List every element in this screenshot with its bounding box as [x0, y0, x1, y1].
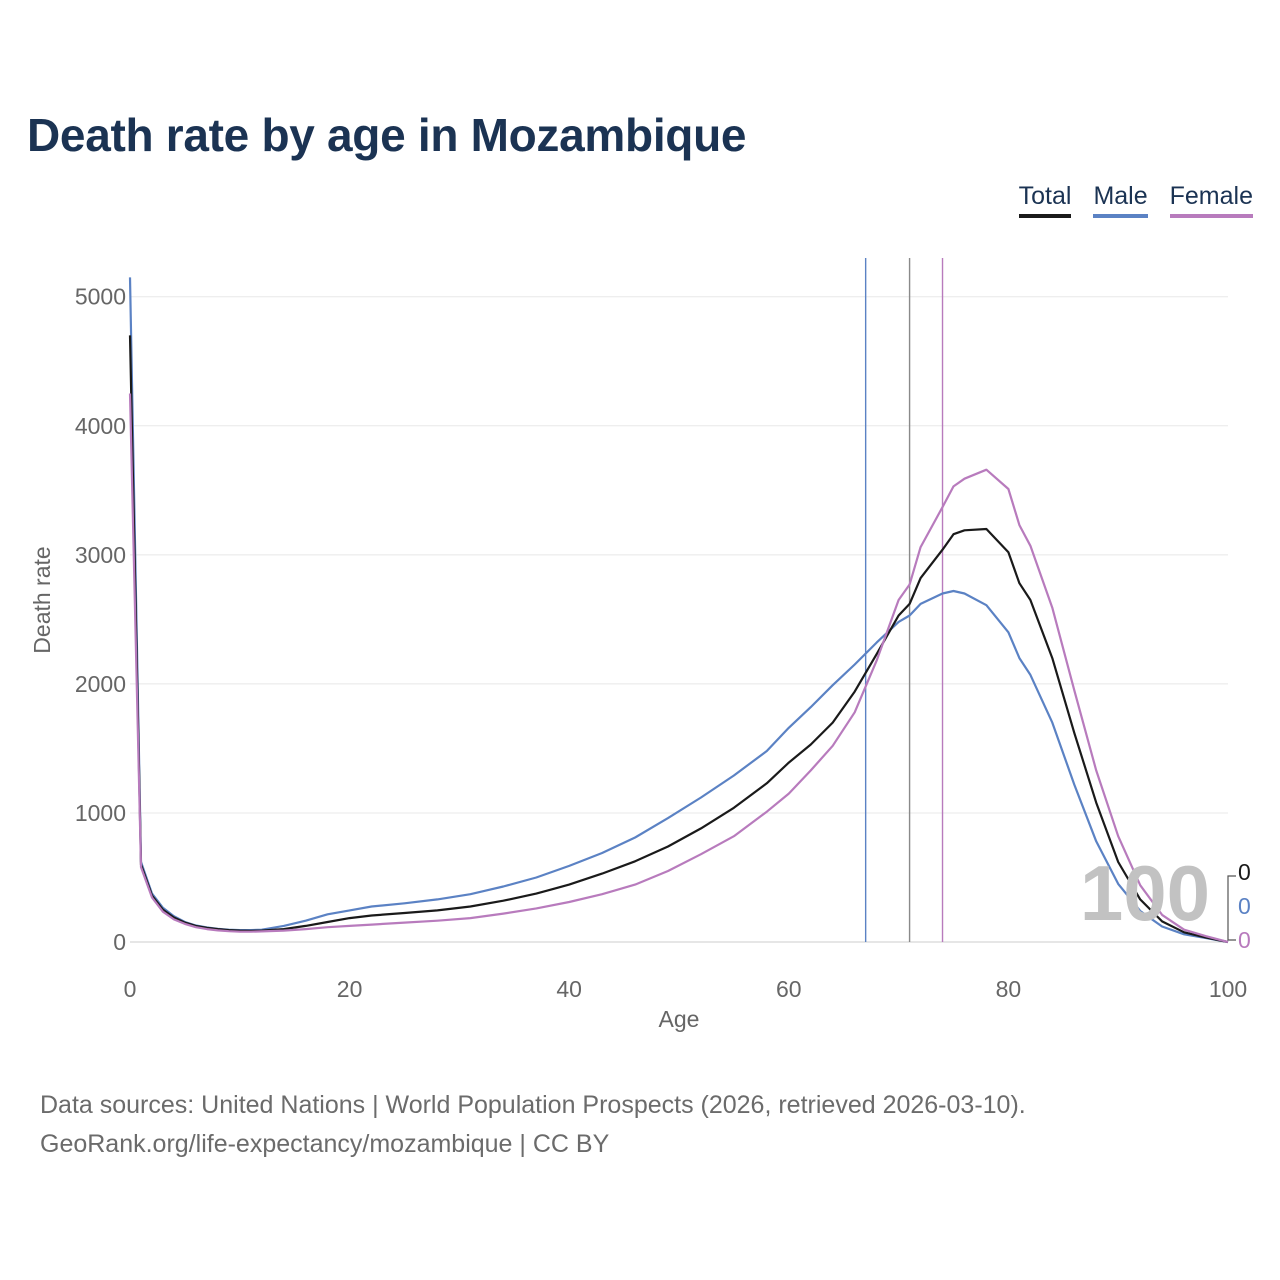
line-chart: 0 1000 2000 3000 4000 5000 0 20 40 60 80 100 100 Ag…: [29, 258, 1251, 1032]
data-sources: Data sources: United Nations | World Pop…: [40, 1091, 1026, 1119]
attribution-link[interactable]: GeoRank.org/life-expectancy/mozambique |…: [40, 1130, 610, 1158]
end-label-bracket: [1227, 875, 1236, 941]
legend-item-total[interactable]: Total: [1018, 182, 1072, 218]
y-tick-label: 0: [113, 929, 126, 955]
y-tick-label: 3000: [75, 542, 126, 568]
legend: Total Male Female: [1018, 182, 1253, 218]
end-label-total: 0: [1238, 859, 1251, 885]
series-line-male[interactable]: [128, 277, 1229, 944]
grid: [130, 296, 1228, 943]
y-axis-title: Death rate: [29, 546, 55, 653]
x-tick-label: 40: [556, 976, 582, 1002]
x-tick-label: 20: [337, 976, 363, 1002]
x-tick-label: 80: [996, 976, 1022, 1002]
y-tick-label: 2000: [75, 671, 126, 697]
series-end-labels: 0 0 0: [1227, 859, 1251, 953]
y-tick-label: 1000: [75, 800, 126, 826]
series-line-total[interactable]: [128, 335, 1229, 944]
end-label-male: 0: [1238, 893, 1251, 919]
x-axis-title: Age: [659, 1006, 700, 1032]
series-line-female[interactable]: [128, 393, 1229, 944]
page-title: Death rate by age in Mozambique: [27, 109, 747, 161]
x-tick-label: 100: [1209, 976, 1247, 1002]
series-lines: [128, 277, 1229, 944]
legend-item-female[interactable]: Female: [1169, 182, 1253, 218]
legend-item-male[interactable]: Male: [1093, 182, 1148, 218]
axes: 0 1000 2000 3000 4000 5000 0 20 40 60 80 100: [75, 284, 1247, 1002]
x-tick-label: 60: [776, 976, 802, 1002]
x-tick-label: 0: [124, 976, 137, 1002]
y-tick-label: 4000: [75, 413, 126, 439]
year-watermark: 100: [1080, 849, 1210, 937]
end-label-female: 0: [1238, 927, 1251, 953]
vertical-markers: [864, 258, 944, 942]
footer: Data sources: United Nations | World Pop…: [40, 1086, 1026, 1164]
y-tick-label: 5000: [75, 284, 126, 310]
